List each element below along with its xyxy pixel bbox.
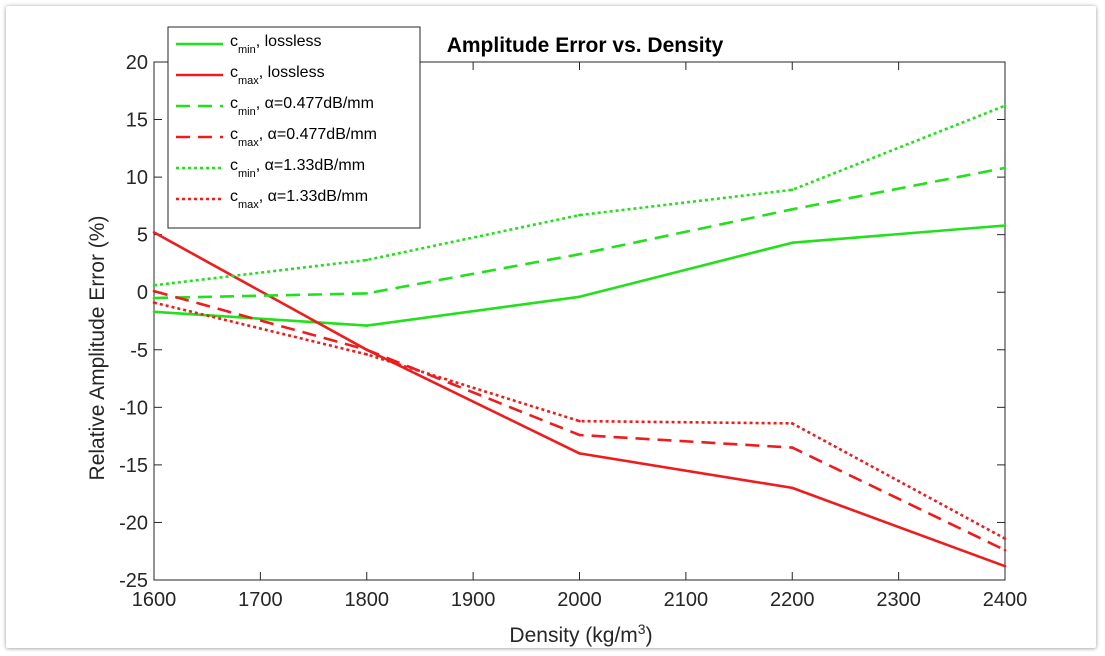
x-axis-label-superscript: 3 xyxy=(638,621,646,637)
data-point-cmin-133 xyxy=(152,284,156,287)
x-axis-label-end: ) xyxy=(646,624,653,647)
legend-box xyxy=(167,26,421,229)
legend-label-cmin-133: cmin, α=1.33dB/mm xyxy=(230,157,365,180)
figure-frame: Amplitude Error vs. Density 1600 1700 1800… xyxy=(6,6,1096,648)
data-point-cmin-lossless xyxy=(365,324,369,327)
data-point-cmax-133 xyxy=(1003,537,1007,540)
legend-label-main: c xyxy=(230,95,238,112)
data-point-cmax-lossless xyxy=(1003,564,1007,568)
legend-label-subscript: max xyxy=(238,137,259,149)
y-tick-label: -25 xyxy=(119,570,148,592)
data-point-cmax-133 xyxy=(365,353,369,356)
data-point-cmax-0477 xyxy=(790,446,794,449)
data-point-cmin-0477 xyxy=(152,296,156,300)
data-point-cmax-0477 xyxy=(1003,548,1007,552)
legend-label-main: c xyxy=(230,126,238,143)
data-point-cmin-lossless xyxy=(152,310,156,314)
series-line-cmax-133 xyxy=(153,301,1006,540)
y-tick-label: 5 xyxy=(137,225,148,247)
legend-label-rest: , α=0.477dB/mm xyxy=(256,95,374,112)
x-tick-label: 2200 xyxy=(770,589,815,611)
data-point-cmin-0477 xyxy=(578,252,581,256)
x-axis-label: Density (kg/m3) xyxy=(509,621,652,647)
legend-label-subscript: min xyxy=(238,44,256,56)
x-tick-label: 2300 xyxy=(876,589,921,611)
legend-label-main: c xyxy=(230,33,238,50)
y-axis-label: Relative Amplitude Error (%) xyxy=(86,216,109,481)
legend-label-cmax-0477: cmax, α=0.477dB/mm xyxy=(230,126,377,149)
x-tick-label: 2000 xyxy=(557,589,602,611)
line-chart: Amplitude Error vs. Density 1600 1700 1800… xyxy=(86,26,1028,647)
data-point-cmax-133 xyxy=(790,422,794,425)
data-point-cmin-133 xyxy=(365,258,369,262)
legend-label-main: c xyxy=(230,188,238,205)
chart-title: Amplitude Error vs. Density xyxy=(447,34,724,57)
data-point-cmax-0477 xyxy=(152,289,156,293)
x-tick-label: 1800 xyxy=(345,589,390,611)
y-tick-label: 20 xyxy=(126,52,148,74)
legend-label-subscript: max xyxy=(238,199,259,211)
x-tick-label: 2100 xyxy=(664,589,709,611)
data-point-cmin-133 xyxy=(1003,104,1007,108)
legend-label-cmin-lossless: cmin, lossless xyxy=(230,33,322,56)
legend-label-cmax-lossless: cmax, lossless xyxy=(230,64,325,87)
data-point-cmax-133 xyxy=(152,301,156,304)
y-tick-label: -15 xyxy=(119,455,148,477)
data-point-cmax-lossless xyxy=(152,231,156,234)
y-tick-label: -20 xyxy=(119,512,148,534)
y-tick-label: -5 xyxy=(130,340,148,362)
data-point-cmax-133 xyxy=(578,419,581,423)
legend-label-cmin-0477: cmin, α=0.477dB/mm xyxy=(230,95,374,118)
legend-label-subscript: max xyxy=(238,75,259,87)
x-tick-label: 1900 xyxy=(451,589,496,611)
data-point-cmin-lossless xyxy=(1003,224,1007,227)
legend-label-rest: , α=1.33dB/mm xyxy=(259,188,368,205)
legend-label-cmax-133: cmax, α=1.33dB/mm xyxy=(230,188,368,211)
legend-label-rest: , α=1.33dB/mm xyxy=(256,157,365,174)
y-tick-label: 15 xyxy=(126,110,148,132)
data-point-cmax-lossless xyxy=(578,452,581,455)
series-line-cmin-133 xyxy=(153,104,1006,287)
data-point-cmin-lossless xyxy=(790,241,794,245)
x-tick-label: 1700 xyxy=(238,589,283,611)
x-tick-label: 2400 xyxy=(983,589,1028,611)
legend-label-subscript: min xyxy=(238,168,256,180)
data-point-cmax-lossless xyxy=(790,486,794,490)
data-point-cmin-133 xyxy=(790,188,794,192)
legend-label-main: c xyxy=(230,64,238,81)
x-axis-ticks: 1600 1700 1800 1900 2000 2100 2200 2300 2400 xyxy=(132,62,1028,611)
y-tick-label: 10 xyxy=(126,167,148,189)
y-axis-ticks: 20 15 10 5 0 -5 -10 -15 -20 -25 xyxy=(119,52,1005,592)
legend-label-subscript: min xyxy=(238,106,256,118)
legend-label-rest: , α=0.477dB/mm xyxy=(259,126,377,143)
x-axis-label-text: Density (kg/m xyxy=(509,624,637,647)
data-point-cmax-0477 xyxy=(365,348,369,352)
data-point-cmin-0477 xyxy=(790,208,794,211)
legend-label-rest: , lossless xyxy=(256,33,322,50)
y-tick-label: -10 xyxy=(119,397,148,419)
data-point-cmin-0477 xyxy=(365,292,369,295)
legend-label-main: c xyxy=(230,157,238,174)
series-layer xyxy=(152,104,1007,568)
data-point-cmin-0477 xyxy=(1003,166,1007,170)
legend-label-rest: , lossless xyxy=(259,64,325,81)
data-point-cmin-lossless xyxy=(578,295,581,299)
data-point-cmax-0477 xyxy=(578,433,581,437)
x-tick-label: 1600 xyxy=(132,589,177,611)
data-point-cmin-133 xyxy=(578,213,581,217)
y-tick-label: 0 xyxy=(137,282,148,304)
